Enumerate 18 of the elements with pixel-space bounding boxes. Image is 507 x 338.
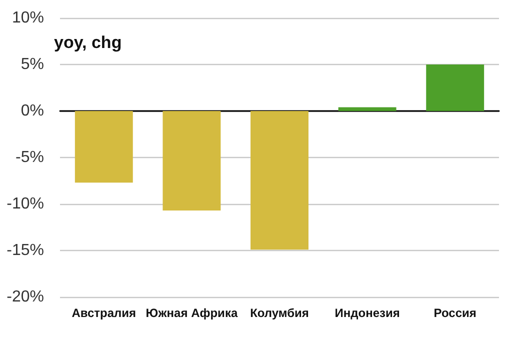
x-tick-label: Австралия (72, 306, 136, 320)
x-tick-label: Россия (434, 306, 476, 320)
y-tick-label: -15% (6, 242, 44, 259)
y-tick-label: -20% (6, 288, 44, 306)
x-tick-label: Колумбия (250, 306, 309, 320)
y-tick-label: -10% (6, 196, 44, 212)
y-tick-label: 5% (20, 56, 44, 73)
y-tick-label: 0% (20, 102, 44, 120)
y-tick-label: -5% (16, 149, 44, 166)
bar (338, 107, 396, 111)
bar (74, 111, 133, 183)
x-tick-label: Южная Африка (146, 306, 238, 320)
y-tick-label: 10% (12, 10, 44, 26)
bar (162, 111, 221, 211)
bar (250, 111, 308, 250)
y-axis-title: yoy, chg (54, 33, 122, 52)
x-tick-label: Индонезия (334, 306, 400, 320)
bar (426, 64, 484, 111)
